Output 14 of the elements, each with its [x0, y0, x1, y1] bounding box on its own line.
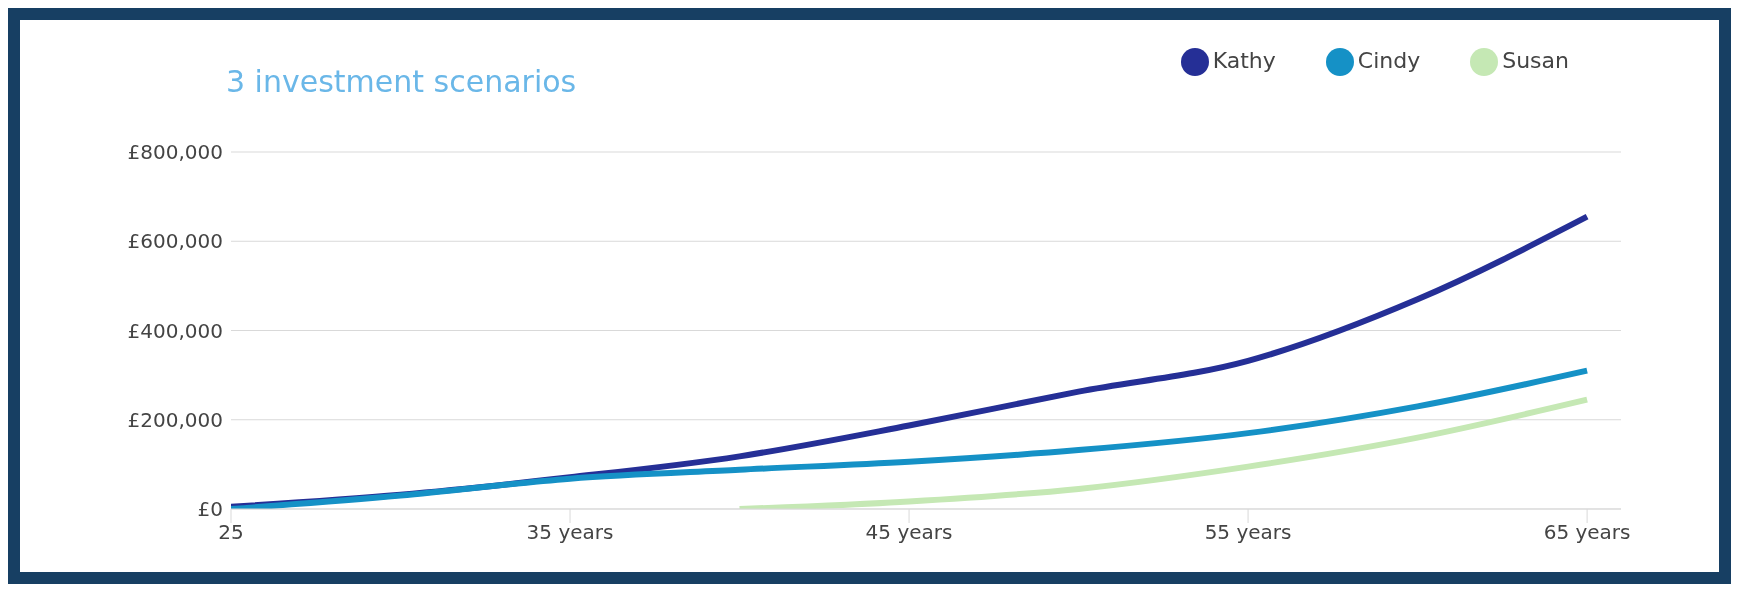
x-tick-label: 35 years — [526, 520, 614, 545]
y-tick-label: £600,000 — [127, 229, 223, 254]
y-tick-label: £0 — [197, 497, 223, 522]
y-tick-label: £400,000 — [127, 318, 223, 343]
x-tick-label: 65 years — [1543, 520, 1631, 545]
legend-label: Kathy — [1212, 48, 1276, 73]
y-tick-label: £200,000 — [127, 407, 223, 432]
y-tick-label: £800,000 — [127, 140, 223, 165]
legend-label: Cindy — [1357, 48, 1421, 73]
x-tick-label: 25 — [218, 520, 244, 545]
chart-title: 3 investment scenarios — [226, 64, 577, 99]
x-tick-label: 55 years — [1204, 520, 1292, 545]
legend-label: Susan — [1502, 48, 1569, 73]
x-tick-label: 45 years — [865, 520, 953, 545]
